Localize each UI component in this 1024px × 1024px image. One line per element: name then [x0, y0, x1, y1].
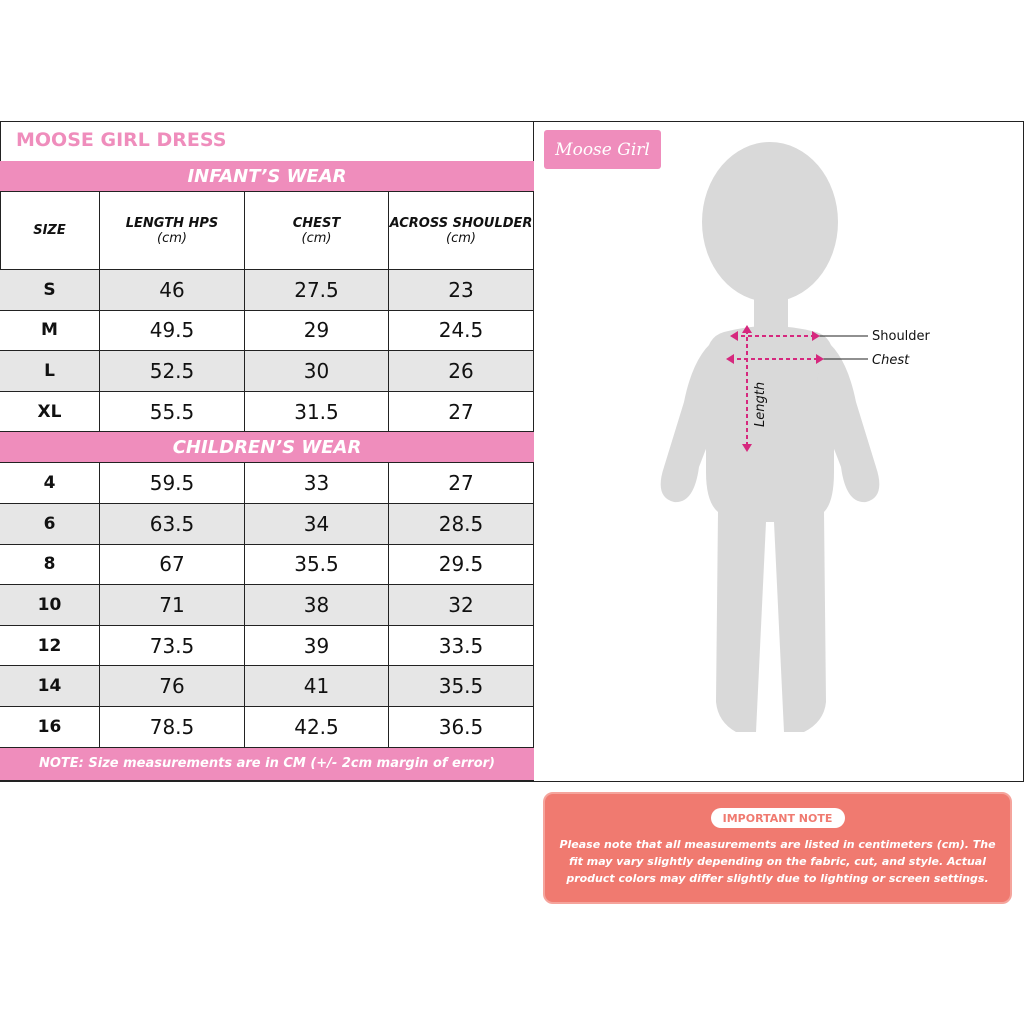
important-note: IMPORTANT NOTE Please note that all meas… — [543, 792, 1012, 904]
body-diagram: Shoulder Chest Length — [660, 142, 931, 732]
column-header-text: ACROSS SHOULDER — [389, 215, 533, 231]
value-cell: 31.5 — [245, 391, 389, 433]
logo: Moose Girl — [544, 130, 661, 169]
column-header-text: LENGTH HPS — [125, 215, 219, 231]
value-cell: 28.5 — [389, 504, 534, 545]
value-cell: 41 — [245, 666, 389, 707]
measure-lines — [730, 330, 820, 447]
title: MOOSE GIRL DRESS — [16, 129, 227, 151]
value-cell: 24.5 — [389, 310, 534, 352]
column-header-text: SIZE — [33, 223, 66, 238]
value-cell: 34 — [245, 504, 389, 545]
section-header: INFANT’S WEAR — [0, 161, 534, 192]
size-cell: 10 — [0, 585, 100, 626]
section-header: CHILDREN’S WEAR — [0, 432, 534, 464]
size-cell: 6 — [0, 504, 100, 545]
value-cell: 29.5 — [389, 544, 534, 586]
shoulder-label: Shoulder — [872, 329, 931, 344]
leader-lines — [816, 335, 868, 360]
value-cell: 63.5 — [100, 504, 245, 545]
value-cell: 30 — [245, 351, 389, 392]
value-cell: 35.5 — [389, 666, 534, 707]
value-cell: 52.5 — [100, 351, 245, 392]
value-cell: 35.5 — [245, 544, 389, 586]
value-cell: 39 — [245, 625, 389, 667]
size-cell: 14 — [0, 666, 100, 707]
column-header-text: (cm) — [446, 230, 476, 246]
size-cell: 16 — [0, 707, 100, 748]
column-header: CHEST (cm) — [245, 192, 389, 270]
value-cell: 42.5 — [245, 707, 389, 748]
silhouette — [660, 142, 880, 732]
column-header-text: (cm) — [301, 230, 332, 246]
footnote: NOTE: Size measurements are in CM (+/- 2… — [0, 747, 534, 781]
size-cell: M — [0, 310, 100, 352]
value-cell: 27.5 — [245, 270, 389, 311]
value-cell: 27 — [389, 463, 534, 504]
value-cell: 29 — [245, 310, 389, 352]
value-cell: 32 — [389, 585, 534, 626]
size-cell: S — [0, 270, 100, 311]
size-cell: 8 — [0, 544, 100, 586]
chest-label: Chest — [872, 353, 910, 368]
value-cell: 27 — [389, 391, 534, 433]
arrow-heads — [726, 325, 824, 452]
value-cell: 26 — [389, 351, 534, 392]
column-header: LENGTH HPS (cm) — [100, 192, 245, 270]
value-cell: 76 — [100, 666, 245, 707]
value-cell: 49.5 — [100, 310, 245, 352]
size-cell: 4 — [0, 463, 100, 504]
column-header-text: CHEST — [292, 215, 341, 231]
value-cell: 36.5 — [389, 707, 534, 748]
note-body: Please note that all measurements are li… — [559, 838, 996, 885]
size-cell: 12 — [0, 625, 100, 667]
value-cell: 46 — [100, 270, 245, 311]
value-cell: 38 — [245, 585, 389, 626]
column-header: ACROSS SHOULDER (cm) — [389, 192, 534, 270]
value-cell: 59.5 — [100, 463, 245, 504]
length-label: Length — [753, 382, 768, 427]
column-header: SIZE — [0, 192, 100, 270]
value-cell: 73.5 — [100, 625, 245, 667]
value-cell: 33 — [245, 463, 389, 504]
value-cell: 67 — [100, 544, 245, 586]
value-cell: 33.5 — [389, 625, 534, 667]
size-cell: XL — [0, 391, 100, 433]
size-cell: L — [0, 351, 100, 392]
value-cell: 23 — [389, 270, 534, 311]
value-cell: 78.5 — [100, 707, 245, 748]
note-title: IMPORTANT NOTE — [710, 808, 845, 828]
value-cell: 55.5 — [100, 391, 245, 433]
value-cell: 71 — [100, 585, 245, 626]
column-header-text: (cm) — [157, 230, 187, 246]
